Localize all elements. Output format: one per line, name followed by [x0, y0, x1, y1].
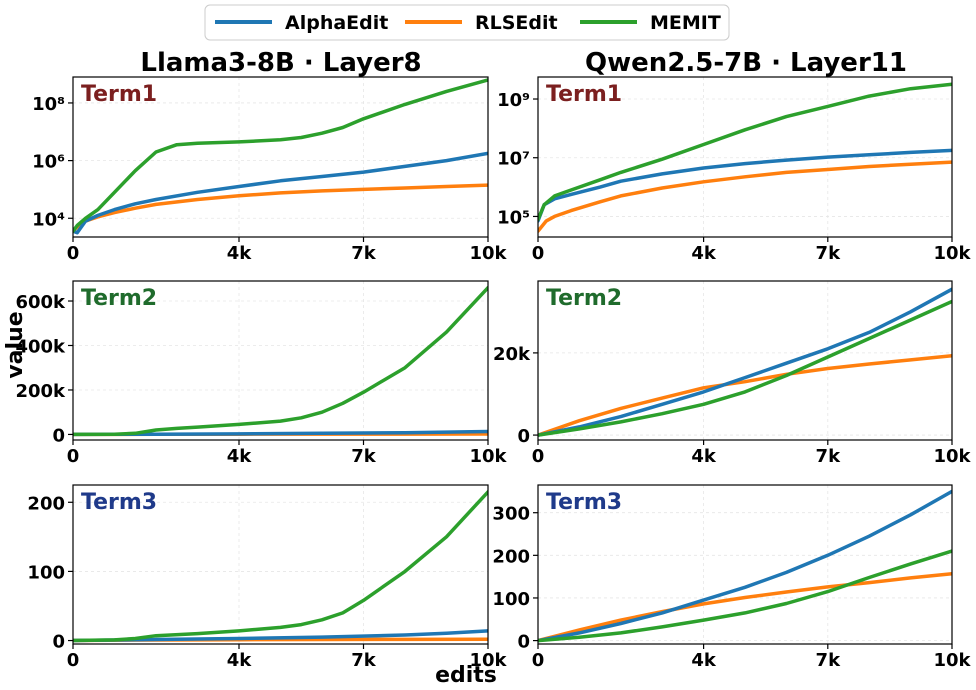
plot-frame — [537, 76, 953, 238]
column-title-qwen: Qwen2.5-7B · Layer11 — [585, 48, 907, 78]
series-line-alphaedit — [538, 489, 952, 643]
series-line-memit — [73, 490, 488, 643]
y-tick-label: 10⁸ — [32, 94, 65, 115]
panel-llama-term3: 0 4k 7k 10k 0 100 200 Term3 — [27, 484, 508, 671]
y-tick-label: 100 — [492, 589, 530, 610]
x-tick-label: 7k — [351, 650, 377, 671]
y-tick-label: 10⁵ — [497, 207, 530, 228]
x-tick-label: 10k — [933, 243, 971, 264]
y-tick-label: 600k — [15, 292, 66, 313]
series-line-rlsedit — [538, 571, 952, 643]
y-tick-label: 300 — [492, 504, 530, 525]
legend-label-memit: MEMIT — [650, 12, 721, 34]
y-tick-label: 20k — [493, 344, 531, 365]
plot-frame — [537, 484, 953, 645]
y-tick-label: 200 — [492, 546, 530, 567]
series-line-alphaedit — [73, 151, 488, 235]
panel-llama-term2: 0 4k 7k 10k 0 200k 400k 600k Term2 — [15, 280, 508, 467]
y-tick-label: 0 — [517, 632, 530, 653]
series-line-memit — [538, 299, 952, 437]
y-tick-label: 0 — [52, 425, 65, 446]
x-tick-label: 7k — [816, 446, 842, 467]
legend-frame — [204, 4, 730, 41]
series-line-rlsedit — [538, 160, 952, 233]
legend-label-rlsedit: RLSEdit — [475, 12, 558, 34]
x-tick-label: 10k — [469, 650, 507, 671]
x-tick-label: 4k — [691, 243, 717, 264]
series-line-memit — [538, 82, 952, 222]
x-tick-label: 0 — [532, 650, 545, 671]
y-tick-label: 200 — [27, 493, 65, 514]
series-line-memit — [538, 549, 952, 643]
panels: 0 4k 7k 10k 10⁴ 10⁶ 10⁸ Term1 0 4k 7k 10k 10⁵ 10⁷ 10⁹ T… — [15, 76, 972, 671]
x-tick-label: 0 — [532, 243, 545, 264]
x-tick-label: 4k — [227, 243, 253, 264]
y-axis-label: value — [3, 311, 28, 378]
x-tick-label: 4k — [691, 650, 717, 671]
series-line-alphaedit — [73, 429, 488, 437]
x-tick-label: 7k — [816, 650, 842, 671]
x-tick-label: 4k — [227, 446, 253, 467]
panel-qwen-term1: 0 4k 7k 10k 10⁵ 10⁷ 10⁹ Term1 — [497, 76, 972, 264]
x-tick-label: 0 — [67, 243, 80, 264]
y-tick-label: 200k — [15, 381, 66, 402]
x-tick-label: 0 — [67, 446, 80, 467]
y-tick-label: 0 — [517, 426, 530, 447]
x-tick-label: 0 — [67, 650, 80, 671]
y-tick-label: 10⁹ — [497, 90, 530, 111]
panel-title-term1: Term1 — [81, 82, 157, 107]
series-line-rlsedit — [73, 183, 488, 233]
y-tick-label: 10⁶ — [32, 152, 65, 173]
plot-frame — [72, 76, 489, 238]
series-line-rlsedit — [538, 354, 952, 437]
y-tick-label: 10⁷ — [497, 149, 530, 170]
x-tick-label: 4k — [227, 650, 253, 671]
panel-title-term3: Term3 — [546, 490, 622, 515]
y-tick-label: 400k — [15, 336, 66, 357]
series-line-alphaedit — [538, 148, 952, 223]
panel-qwen-term2: 0 4k 7k 10k 0 20k Term2 — [493, 280, 972, 467]
legend: AlphaEdit RLSEdit MEMIT — [204, 4, 730, 41]
panel-qwen-term3: 0 4k 7k 10k 0 100 200 300 Term3 — [492, 484, 972, 671]
series-line-alphaedit — [538, 287, 952, 437]
plot-frame — [72, 484, 489, 645]
x-tick-label: 10k — [469, 446, 507, 467]
y-tick-label: 100 — [27, 562, 65, 583]
series-line-alphaedit — [73, 629, 488, 643]
x-tick-label: 0 — [532, 446, 545, 467]
y-tick-label: 0 — [52, 632, 65, 653]
x-tick-label: 4k — [691, 446, 717, 467]
x-tick-label: 7k — [351, 243, 377, 264]
panel-title-term3: Term3 — [81, 490, 157, 515]
x-tick-label: 10k — [469, 243, 507, 264]
series-line-memit — [73, 78, 488, 233]
legend-label-alphaedit: AlphaEdit — [285, 12, 388, 34]
series-line-memit — [73, 285, 488, 437]
panel-llama-term1: 0 4k 7k 10k 10⁴ 10⁶ 10⁸ Term1 — [32, 76, 508, 264]
panel-title-term2: Term2 — [81, 286, 157, 311]
x-tick-label: 7k — [351, 446, 377, 467]
panel-title-term2: Term2 — [546, 286, 622, 311]
x-tick-label: 10k — [933, 650, 971, 671]
plot-frame — [72, 280, 489, 441]
column-title-llama: Llama3-8B · Layer8 — [140, 48, 421, 78]
x-tick-label: 10k — [933, 446, 971, 467]
y-tick-label: 10⁴ — [32, 209, 65, 230]
x-tick-label: 7k — [816, 243, 842, 264]
x-axis-label: edits — [435, 663, 497, 688]
plot-frame — [537, 280, 953, 441]
panel-title-term1: Term1 — [546, 82, 622, 107]
